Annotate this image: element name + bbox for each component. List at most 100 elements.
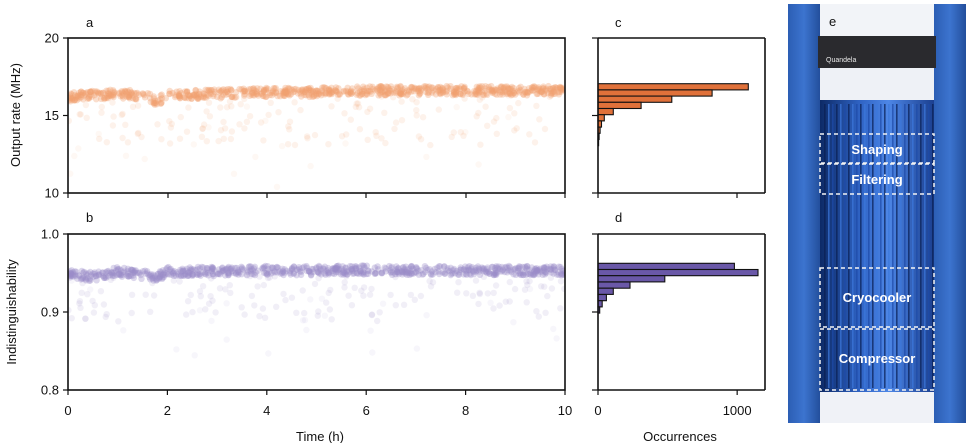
data-point [296,265,303,273]
data-point [458,83,465,90]
y-ticks-b: 0.80.91.0 [41,227,68,398]
data-point [223,88,231,95]
data-point [547,266,554,273]
data-point [280,271,287,279]
data-point [152,97,159,105]
data-point [291,86,298,93]
data-point [286,126,293,133]
data-point [433,86,440,93]
data-point [195,91,203,98]
data-point [535,271,542,278]
data-point [207,87,215,94]
data-point [264,85,271,92]
data-point [368,268,376,275]
data-point [236,85,243,93]
data-point [463,290,470,297]
data-point [277,270,284,277]
data-point [185,104,192,111]
data-point [128,89,135,97]
data-point [536,268,544,276]
data-point [131,269,138,276]
data-point [128,89,135,96]
data-point [210,271,217,278]
fin-stripe [932,104,934,388]
data-point [142,291,149,298]
x-axis-title-time: Time (h) [296,429,344,443]
data-point [71,92,79,99]
data-point [172,92,179,99]
data-point [426,266,433,273]
data-point [317,265,324,273]
data-point [125,92,132,99]
data-point [170,269,177,276]
data-point [314,268,321,276]
data-point [402,263,410,270]
data-point [196,271,203,278]
data-point [320,84,327,91]
data-point [321,270,328,277]
data-point [478,83,486,90]
data-point [349,85,356,92]
data-point [124,270,131,278]
data-point [126,272,133,280]
data-point [541,265,548,272]
data-point [304,135,311,142]
data-point [461,266,468,273]
data-point [452,88,459,95]
data-point [506,278,513,286]
data-point [497,88,504,96]
data-point [540,264,548,271]
data-point [273,263,281,271]
data-point [262,117,269,125]
data-point [149,275,156,282]
data-point [329,270,336,277]
data-point [84,275,91,282]
data-point [473,113,480,120]
data-point [532,270,539,277]
data-point [492,269,499,276]
data-point [244,267,251,274]
data-point [511,266,519,273]
data-point [512,265,519,272]
data-point [301,263,308,270]
data-point [284,88,291,95]
data-point [543,269,550,277]
data-point [273,269,281,276]
data-point [166,140,174,147]
data-point [493,87,500,94]
data-point [551,90,559,98]
data-point [451,91,458,98]
data-point [315,87,322,95]
data-point [221,268,229,276]
data-point [417,292,425,300]
data-point [99,269,106,276]
data-point [157,100,165,107]
module-label-cryocooler: Cryocooler [843,290,912,305]
data-point [480,266,487,273]
data-point [73,94,80,102]
data-point [154,97,162,104]
data-point [260,137,267,144]
data-point [465,267,472,274]
data-point [273,89,280,97]
fin-stripe [832,104,834,388]
data-point [504,84,511,91]
data-point [76,298,84,305]
data-point [93,88,101,95]
data-point [484,91,491,99]
data-point [78,91,85,99]
data-point [413,99,420,106]
data-point [403,271,411,278]
data-point [157,272,164,279]
data-point [96,271,103,278]
data-point [493,264,500,271]
data-point [521,263,529,270]
data-point [527,271,534,278]
data-point [187,291,194,299]
data-point [398,87,406,95]
data-point [238,265,245,273]
data-point [107,276,115,283]
data-point [198,93,205,101]
data-point [254,283,261,290]
